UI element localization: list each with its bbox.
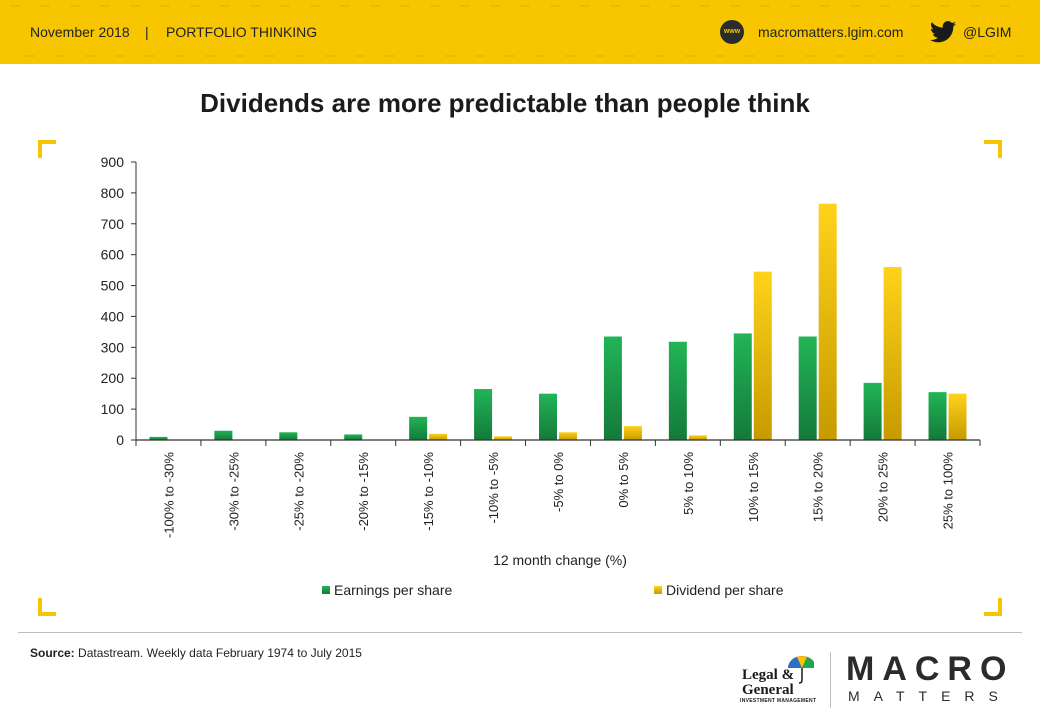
x-tick-label: 10% to 15% [746, 452, 761, 523]
legend-swatch-earnings [322, 586, 330, 594]
y-tick-label: 500 [101, 278, 125, 294]
x-tick-label: 0% to 5% [616, 452, 631, 508]
banner-pattern [10, 5, 1025, 57]
x-tick-label: 5% to 10% [681, 452, 696, 515]
header-section: PORTFOLIO THINKING [166, 24, 318, 40]
lg-line1: Legal & [742, 667, 795, 683]
legend-label-earnings: Earnings per share [334, 582, 453, 598]
bar-earnings [149, 436, 168, 440]
bar-earnings [928, 392, 947, 440]
bar-chart: 0 100 200 300 400 500 600 700 800 900 -100% to -3… [101, 154, 981, 568]
bar-earnings [863, 382, 882, 440]
bar-earnings [279, 432, 298, 440]
x-tick-label: 15% to 20% [811, 452, 826, 523]
macro-logo: MACRO [846, 650, 1015, 688]
bar-earnings [344, 434, 363, 440]
bar-dividend [818, 203, 837, 440]
bar-earnings [798, 336, 817, 440]
www-icon: www [720, 20, 744, 44]
x-tick-label: 20% to 25% [876, 452, 891, 523]
legend-earnings: Earnings per share [322, 582, 452, 598]
logo-divider [830, 652, 831, 708]
bar-earnings [409, 416, 428, 440]
header-separator: | [145, 24, 149, 40]
corner-bottom-left [38, 598, 56, 616]
corner-top-left [38, 140, 56, 158]
y-tick-label: 0 [116, 432, 124, 448]
y-tick-label: 800 [101, 185, 125, 201]
source-label: Source: [30, 646, 75, 660]
x-tick-label: -100% to -30% [161, 452, 176, 538]
x-tick-label: -25% to -20% [291, 452, 306, 531]
legend-label-dividend: Dividend per share [666, 582, 784, 598]
header-banner: November 2018 | PORTFOLIO THINKING www m… [0, 0, 1040, 64]
y-axis: 0 100 200 300 400 500 600 700 800 900 [101, 154, 137, 448]
bar-dividend [429, 433, 448, 440]
y-tick-label: 100 [101, 401, 125, 417]
lg-subtitle: INVESTMENT MANAGEMENT [740, 698, 817, 704]
x-tick-label: -20% to -15% [356, 452, 371, 531]
bar-earnings [214, 430, 233, 440]
lg-logo-text: Legal & General [742, 668, 794, 698]
bar-earnings [668, 341, 687, 440]
y-tick-label: 900 [101, 154, 125, 170]
twitter-icon[interactable] [930, 21, 956, 43]
x-axis-label: 12 month change (%) [493, 552, 627, 568]
bar-dividend [883, 267, 902, 440]
corner-bottom-right [984, 598, 1002, 616]
x-tick-label: 25% to 100% [941, 452, 956, 530]
bar-earnings [733, 333, 752, 440]
source-note: Source: Datastream. Weekly data February… [30, 646, 362, 660]
y-tick-label: 600 [101, 247, 125, 263]
legend-swatch-dividend [654, 586, 662, 594]
source-text: Datastream. Weekly data February 1974 to… [74, 646, 362, 660]
umbrella-icon [788, 656, 814, 684]
bar-dividend [623, 426, 642, 440]
lg-line2: General [742, 682, 794, 698]
bar-dividend [753, 271, 772, 440]
x-tick-label: -30% to -25% [226, 452, 241, 531]
website-link[interactable]: macromatters.lgim.com [758, 24, 904, 40]
x-tick-label: -10% to -5% [486, 452, 501, 524]
bars-group [149, 203, 967, 440]
legend-dividend: Dividend per share [654, 582, 784, 598]
bar-dividend [559, 432, 577, 440]
bar-earnings [603, 336, 622, 440]
bar-dividend [494, 436, 513, 440]
y-tick-label: 700 [101, 216, 125, 232]
matters-logo: MATTERS [848, 688, 1012, 704]
y-tick-label: 400 [101, 308, 125, 324]
x-tick-label: -15% to -10% [421, 452, 436, 531]
x-tick-label: -5% to 0% [551, 452, 566, 512]
twitter-handle[interactable]: @LGIM [963, 24, 1012, 40]
header-date: November 2018 [30, 24, 130, 40]
bar-dividend [948, 393, 967, 440]
bar-earnings [539, 393, 557, 440]
footer-divider [18, 632, 1022, 633]
y-tick-label: 300 [101, 339, 125, 355]
y-tick-label: 200 [101, 370, 125, 386]
bar-earnings [474, 389, 493, 440]
corner-top-right [984, 140, 1002, 158]
chart-title: Dividends are more predictable than peop… [200, 88, 810, 118]
bar-dividend [688, 435, 707, 440]
x-axis: -100% to -30% -30% to -25% -25% to -20% -20… [135, 439, 981, 538]
